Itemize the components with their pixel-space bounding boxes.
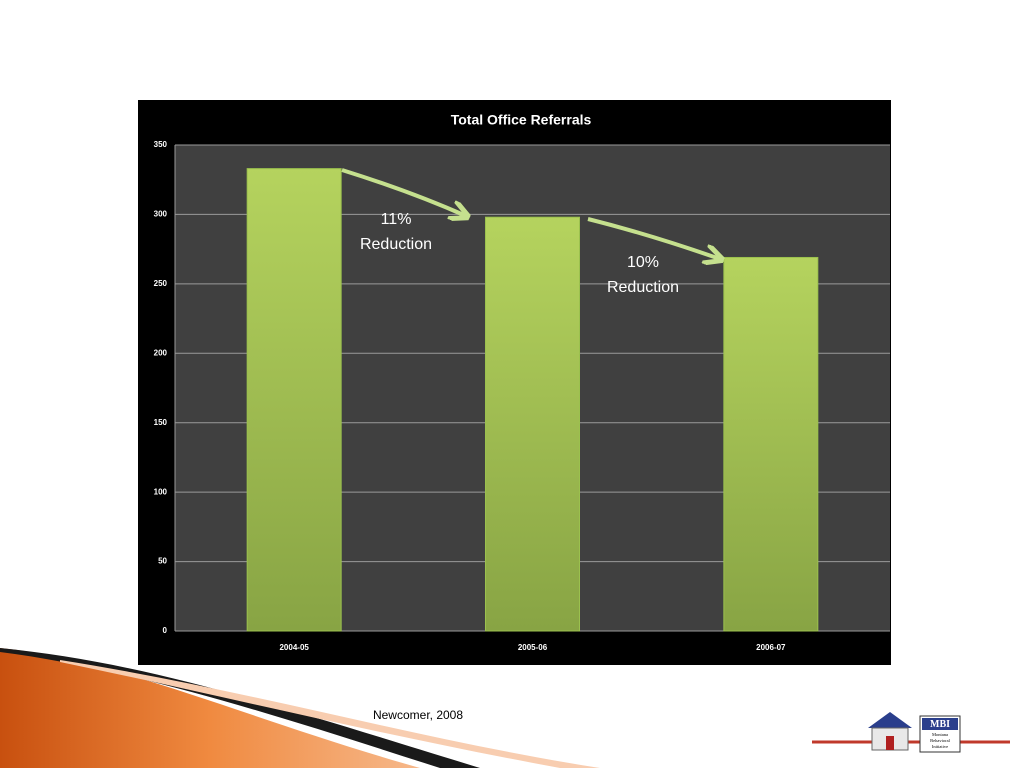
source-note: Newcomer, 2008: [373, 708, 463, 722]
chart-title: Total Office Referrals: [451, 112, 592, 128]
x-tick-label: 2006-07: [756, 643, 786, 652]
y-tick-label: 350: [154, 140, 168, 149]
y-tick-label: 0: [163, 626, 168, 635]
y-tick-label: 200: [154, 348, 168, 357]
annotation: 11%: [381, 211, 412, 228]
logo-title: MBI: [930, 719, 950, 730]
annotation: Reduction: [607, 279, 679, 296]
bar: [485, 216, 580, 632]
arrow: [587, 217, 720, 259]
logo: MBI Montana Behavioral Initiative: [812, 712, 1010, 753]
x-tick-label: 2005-06: [518, 643, 548, 652]
y-tick-label: 300: [154, 210, 168, 219]
y-tick-label: 100: [154, 487, 168, 496]
arrow: [341, 168, 466, 216]
y-tick-label: 50: [158, 557, 167, 566]
logo-text: Behavioral: [930, 738, 950, 743]
y-tick-label: 150: [154, 418, 168, 427]
bar: [246, 168, 342, 632]
plot: 0 50 100 150 200 250 300 350 2004-05 2005-06 2006-…: [154, 140, 890, 652]
bar: [723, 256, 819, 632]
annotation: 10%: [627, 254, 659, 271]
annotation: Reduction: [360, 236, 432, 253]
x-tick-label: 2004-05: [279, 643, 309, 652]
decoration: [0, 648, 600, 768]
y-tick-label: 250: [154, 279, 168, 288]
logo-text: Montana: [932, 732, 948, 737]
logo-text: Initiative: [932, 744, 948, 749]
